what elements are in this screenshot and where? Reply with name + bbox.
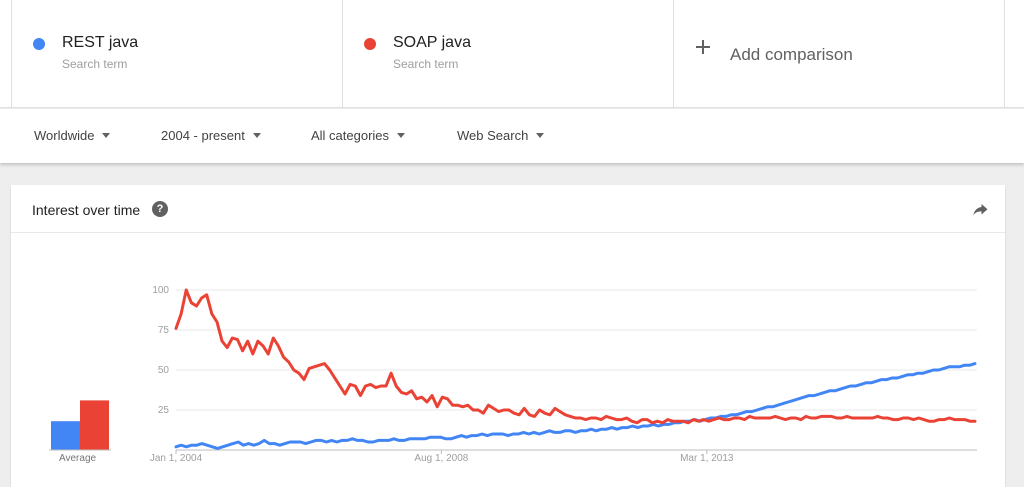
- chevron-down-icon: [536, 133, 545, 138]
- search-term-card-2[interactable]: SOAP java Search term: [342, 0, 674, 108]
- filters-bar: Worldwide 2004 - present All categories …: [0, 109, 1024, 163]
- search-term-subtitle: Search term: [62, 57, 128, 71]
- region-dropdown-label: Worldwide: [34, 128, 95, 143]
- card-title: Interest over time: [32, 202, 141, 218]
- time-range-dropdown[interactable]: 2004 - present: [161, 128, 261, 143]
- search-term-subtitle: Search term: [393, 57, 459, 71]
- interest-over-time-card: Interest over time ? 25 50 75 100 Jan 1, 200…: [11, 185, 1005, 487]
- chevron-down-icon: [252, 133, 261, 138]
- chevron-down-icon: [102, 133, 111, 138]
- search-type-dropdown-label: Web Search: [457, 128, 529, 143]
- line-chart: 25 50 75 100 Jan 1, 2004 Aug 1, 2008 Mar 1, 20…: [49, 285, 977, 464]
- y-tick-label: 50: [158, 365, 170, 376]
- region-dropdown[interactable]: Worldwide: [34, 128, 111, 143]
- search-term-name[interactable]: SOAP java: [393, 34, 471, 51]
- y-tick-label: 75: [158, 325, 170, 336]
- category-dropdown[interactable]: All categories: [311, 128, 406, 143]
- add-comparison-button[interactable]: Add comparison: [673, 0, 1005, 108]
- chevron-down-icon: [397, 133, 406, 138]
- question-icon[interactable]: ?: [152, 201, 168, 217]
- search-term-name[interactable]: REST java: [62, 34, 139, 51]
- average-bar-rest-java[interactable]: [51, 421, 80, 450]
- time-range-dropdown-label: 2004 - present: [161, 128, 245, 143]
- series-color-dot-icon: [33, 38, 45, 50]
- search-term-card-1[interactable]: REST java Search term: [11, 0, 343, 108]
- category-dropdown-label: All categories: [311, 128, 390, 143]
- share-icon[interactable]: [971, 201, 989, 219]
- series-line-rest-java[interactable]: [174, 362, 977, 450]
- search-type-dropdown[interactable]: Web Search: [457, 128, 545, 143]
- series-line-soap-java[interactable]: [174, 288, 977, 425]
- x-tick-label: Aug 1, 2008: [414, 453, 468, 464]
- x-tick-label: Mar 1, 2013: [680, 453, 734, 464]
- x-tick-label: Jan 1, 2004: [150, 453, 203, 464]
- average-bar-soap-java[interactable]: [80, 400, 109, 450]
- chart-area: 25 50 75 100 Jan 1, 2004 Aug 1, 2008 Mar 1, 20…: [11, 185, 1005, 487]
- card-header: Interest over time ?: [11, 185, 1005, 233]
- plus-icon: [696, 40, 710, 54]
- series-color-dot-icon: [364, 38, 376, 50]
- add-comparison-label: Add comparison: [730, 45, 853, 64]
- average-label: Average: [59, 453, 97, 464]
- search-terms-bar: REST java Search term SOAP java Search t…: [0, 0, 1024, 108]
- y-tick-label: 25: [158, 405, 170, 416]
- y-tick-label: 100: [152, 285, 169, 296]
